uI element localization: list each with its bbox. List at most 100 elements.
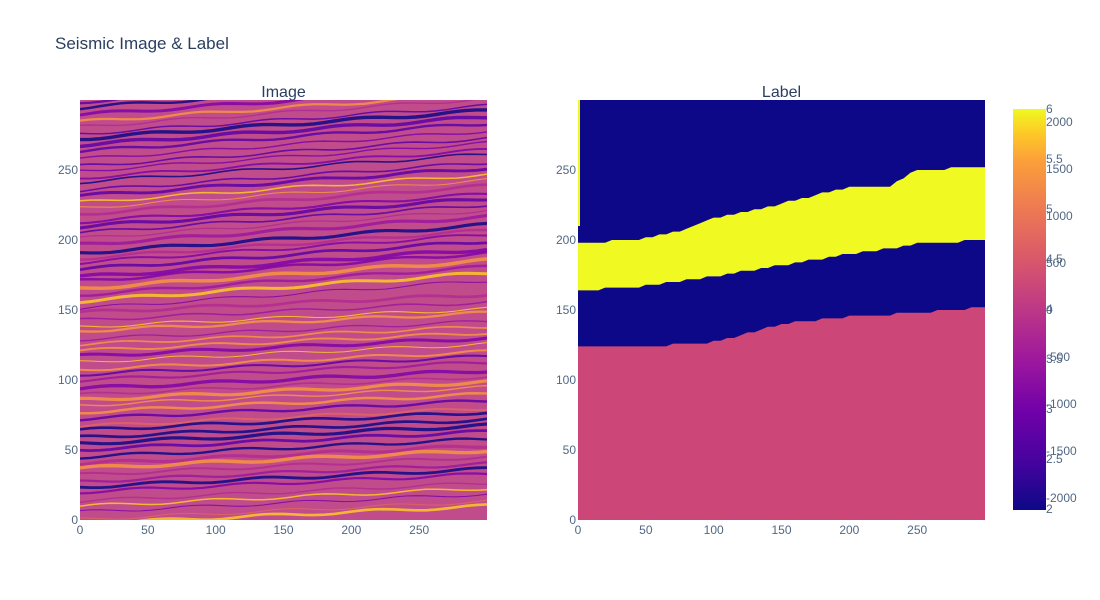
colorbar-tick-label: 5.5 [1046, 152, 1063, 166]
colorbar: 2000 1500 1000 500 0 -500 -1000 -1500 -2000 6 5.5 5… [1013, 102, 1077, 516]
seismic-reflector [80, 103, 487, 135]
seismic-reflector [80, 499, 487, 520]
colorbar-tick-label: 2 [1046, 502, 1053, 516]
seismic-reflector [80, 437, 487, 460]
y-tick-label: 250 [556, 163, 576, 177]
seismic-reflector [80, 192, 487, 225]
seismic-reflector [80, 271, 487, 305]
seismic-reflector [80, 198, 487, 230]
seismic-reflector [80, 379, 487, 402]
seismic-reflector [80, 310, 487, 333]
seismic-reflector [80, 391, 487, 415]
seismic-reflector [80, 163, 487, 193]
seismic-reflector [80, 153, 487, 185]
seismic-reflector [80, 422, 487, 446]
colorbar-tick-label: 4 [1046, 302, 1053, 316]
seismic-reflector [80, 342, 487, 363]
seismic-reflector [80, 417, 487, 439]
seismic-reflector [80, 488, 487, 507]
x-tick-label: 0 [575, 523, 582, 537]
seismic-reflector [80, 241, 487, 272]
seismic-reflector [80, 264, 487, 297]
seismic-reflector [80, 336, 487, 357]
colorbar-gradient [1013, 109, 1046, 510]
x-tick-label: 200 [341, 523, 361, 537]
seismic-reflector [80, 213, 487, 246]
seismic-reflector [80, 325, 487, 347]
seismic-reflector [80, 429, 487, 452]
seismic-reflector [80, 247, 487, 278]
seismic-reflector [80, 461, 487, 483]
colorbar-tick-label: 2.5 [1046, 452, 1063, 466]
seismic-texture [80, 100, 487, 520]
seismic-reflector [80, 250, 487, 281]
seismic-reflector [80, 100, 208, 111]
seismic-reflector [80, 354, 487, 377]
seismic-reflector [80, 493, 487, 512]
seismic-reflector [80, 147, 487, 180]
seismic-reflector [80, 228, 487, 261]
seismic-reflector [80, 257, 487, 291]
seismic-reflector [80, 455, 487, 476]
y-tick-label: 50 [563, 443, 577, 457]
seismic-reflector [80, 173, 487, 202]
label-panel [578, 100, 985, 520]
seismic-reflector [80, 100, 399, 122]
seismic-reflector [80, 384, 487, 407]
y-tick-label: 0 [71, 513, 78, 527]
seismic-reflector [80, 444, 487, 467]
colorbar-tick-label: -500 [1046, 350, 1070, 364]
seismic-reflector [80, 466, 487, 490]
x-tick-label: 150 [273, 523, 293, 537]
seismic-reflector [80, 177, 487, 208]
y-tick-label: 150 [556, 303, 576, 317]
seismic-reflector [80, 183, 487, 216]
colorbar-tick-label: 2000 [1046, 115, 1073, 129]
seismic-reflector [80, 361, 487, 383]
colorbar-tick-label: 1000 [1046, 209, 1073, 223]
label-layer [578, 307, 985, 520]
seismic-reflector [80, 209, 487, 238]
x-tick-label: 250 [409, 523, 429, 537]
axes-group: Image 0 50 100 150 200 250 0 50 100 150 200 250 Label… [58, 84, 928, 537]
x-tick-label: 0 [77, 523, 84, 537]
seismic-reflector [80, 376, 487, 395]
seismic-reflector [80, 482, 487, 503]
seismic-reflector [80, 108, 487, 142]
seismic-reflector [80, 100, 306, 117]
seismic-reflector [80, 281, 487, 310]
image-panel [80, 100, 487, 520]
x-tick-label: 250 [907, 523, 927, 537]
seismic-reflector [80, 131, 487, 159]
colorbar-tick-label: -2000 [1046, 491, 1077, 505]
colorbar-tick-label: 3.5 [1046, 352, 1063, 366]
seismic-reflector [80, 167, 487, 197]
colorbar-tick-label: 1500 [1046, 162, 1073, 176]
y-tick-label: 200 [556, 233, 576, 247]
seismic-reflector [80, 399, 487, 422]
chart-title: Seismic Image & Label [55, 34, 229, 53]
seismic-reflector [80, 140, 487, 172]
subplot-title-image: Image [261, 84, 306, 101]
seismic-reflector [80, 332, 487, 352]
seismic-reflector [80, 300, 487, 321]
y-tick-label: 200 [58, 233, 78, 247]
seismic-reflector [80, 294, 487, 314]
colorbar-tick-label: -1000 [1046, 397, 1077, 411]
seismic-reflector [136, 503, 487, 520]
subplot-title-label: Label [762, 84, 801, 101]
x-tick-label: 50 [141, 523, 155, 537]
colorbar-tick-label: 5 [1046, 202, 1053, 216]
edge-strip [578, 100, 580, 226]
seismic-reflector [80, 221, 487, 255]
seismic-reflector [80, 411, 487, 431]
y-tick-label: 250 [58, 163, 78, 177]
seismic-reflector [80, 472, 487, 495]
colorbar-tick-label: 500 [1046, 256, 1066, 270]
x-tick-label: 100 [704, 523, 724, 537]
seismic-reflector [80, 449, 487, 470]
seismic-reflector [80, 123, 487, 154]
x-tick-label: 100 [206, 523, 226, 537]
